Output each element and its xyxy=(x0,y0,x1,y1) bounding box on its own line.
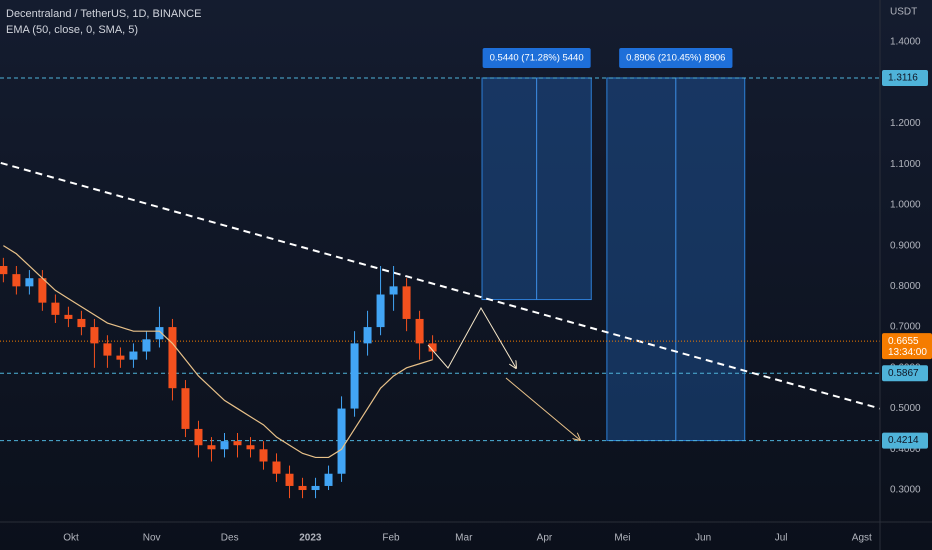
candle-body xyxy=(168,327,177,389)
y-tick-label: 1.0000 xyxy=(890,200,921,211)
measure-label-bg xyxy=(619,47,733,68)
candle-body xyxy=(363,327,372,344)
level-label: 1.3116 xyxy=(888,73,918,84)
level-label-bg xyxy=(882,432,928,449)
candle-body xyxy=(77,318,86,328)
candle-body xyxy=(25,278,34,287)
candle-body xyxy=(272,461,281,474)
candle-body xyxy=(350,343,359,409)
y-tick-label: 1.1000 xyxy=(890,159,921,170)
candle-body xyxy=(155,327,164,340)
x-tick-label: Mei xyxy=(614,533,630,544)
y-tick-label: 0.4000 xyxy=(890,444,921,455)
projection-arrow xyxy=(505,377,580,440)
candle-body xyxy=(0,265,8,275)
candle-body xyxy=(194,428,203,446)
y-tick-label: 0.5000 xyxy=(890,403,921,414)
chart-title: Decentraland / TetherUS, 1D, BINANCE xyxy=(6,8,201,20)
candle-body xyxy=(116,355,125,360)
candle-body xyxy=(90,327,99,344)
y-tick-label: 0.9000 xyxy=(890,240,921,251)
candle-body xyxy=(12,274,21,287)
x-tick-label: Okt xyxy=(63,533,79,544)
candle-body xyxy=(129,351,138,360)
candle-body xyxy=(402,286,411,319)
measure-label: 0.8906 (210.45%) 8906 xyxy=(626,52,725,63)
trend-line xyxy=(0,161,881,410)
candle-body xyxy=(103,343,112,356)
candle-body xyxy=(389,286,398,295)
current-price-label: 0.6655 xyxy=(888,336,919,347)
y-tick-label: 0.7000 xyxy=(890,322,921,333)
candle-body xyxy=(285,473,294,486)
y-tick-label: 0.3000 xyxy=(890,485,921,496)
candle-body xyxy=(181,388,190,429)
unit-label: USDT xyxy=(890,7,917,18)
measure-label: 0.5440 (71.28%) 5440 xyxy=(490,52,584,63)
candle-body xyxy=(233,441,242,446)
countdown-label: 13:34:00 xyxy=(888,347,927,358)
axes: 0.30000.40000.50000.60000.70000.80000.90… xyxy=(63,37,932,544)
x-tick-label: 2023 xyxy=(299,533,322,544)
ema-line xyxy=(3,245,433,459)
candle-body xyxy=(51,302,60,315)
projection-arrow xyxy=(427,306,516,368)
x-tick-label: Apr xyxy=(537,533,553,544)
level-label-bg xyxy=(882,365,928,382)
candle-body xyxy=(207,445,216,450)
x-tick-label: Feb xyxy=(382,533,400,544)
candle-body xyxy=(376,294,385,328)
candle-body xyxy=(220,441,229,450)
candle-body xyxy=(324,473,333,486)
x-tick-label: Jun xyxy=(695,533,711,544)
x-tick-label: Jul xyxy=(775,533,788,544)
current-price-bg xyxy=(882,333,932,360)
level-label: 0.5867 xyxy=(888,368,919,379)
y-tick-label: 1.4000 xyxy=(890,37,921,48)
candle-body xyxy=(38,278,47,303)
y-tick-label: 1.2000 xyxy=(890,118,921,129)
x-tick-label: Des xyxy=(221,533,239,544)
candle-body xyxy=(298,485,307,491)
level-label: 0.4214 xyxy=(888,435,919,446)
candle-body xyxy=(311,485,320,491)
indicator-legend: EMA (50, close, 0, SMA, 5) xyxy=(6,24,138,36)
candle-body xyxy=(428,343,437,352)
candle-body xyxy=(337,408,346,474)
candle-body xyxy=(64,314,73,319)
x-tick-label: Agst xyxy=(852,533,872,544)
measure-label-bg xyxy=(482,47,591,68)
candle-body xyxy=(142,339,151,352)
candle-body xyxy=(259,449,268,462)
candle-body xyxy=(246,445,255,450)
y-tick-label: 0.8000 xyxy=(890,281,921,292)
plot-area: 0.5440 (71.28%) 5440 0.8906 (210.45%) 890… xyxy=(0,47,881,499)
x-tick-label: Nov xyxy=(143,533,161,544)
x-tick-label: Mar xyxy=(455,533,473,544)
candle-body xyxy=(415,318,424,344)
level-label-bg xyxy=(882,69,928,86)
